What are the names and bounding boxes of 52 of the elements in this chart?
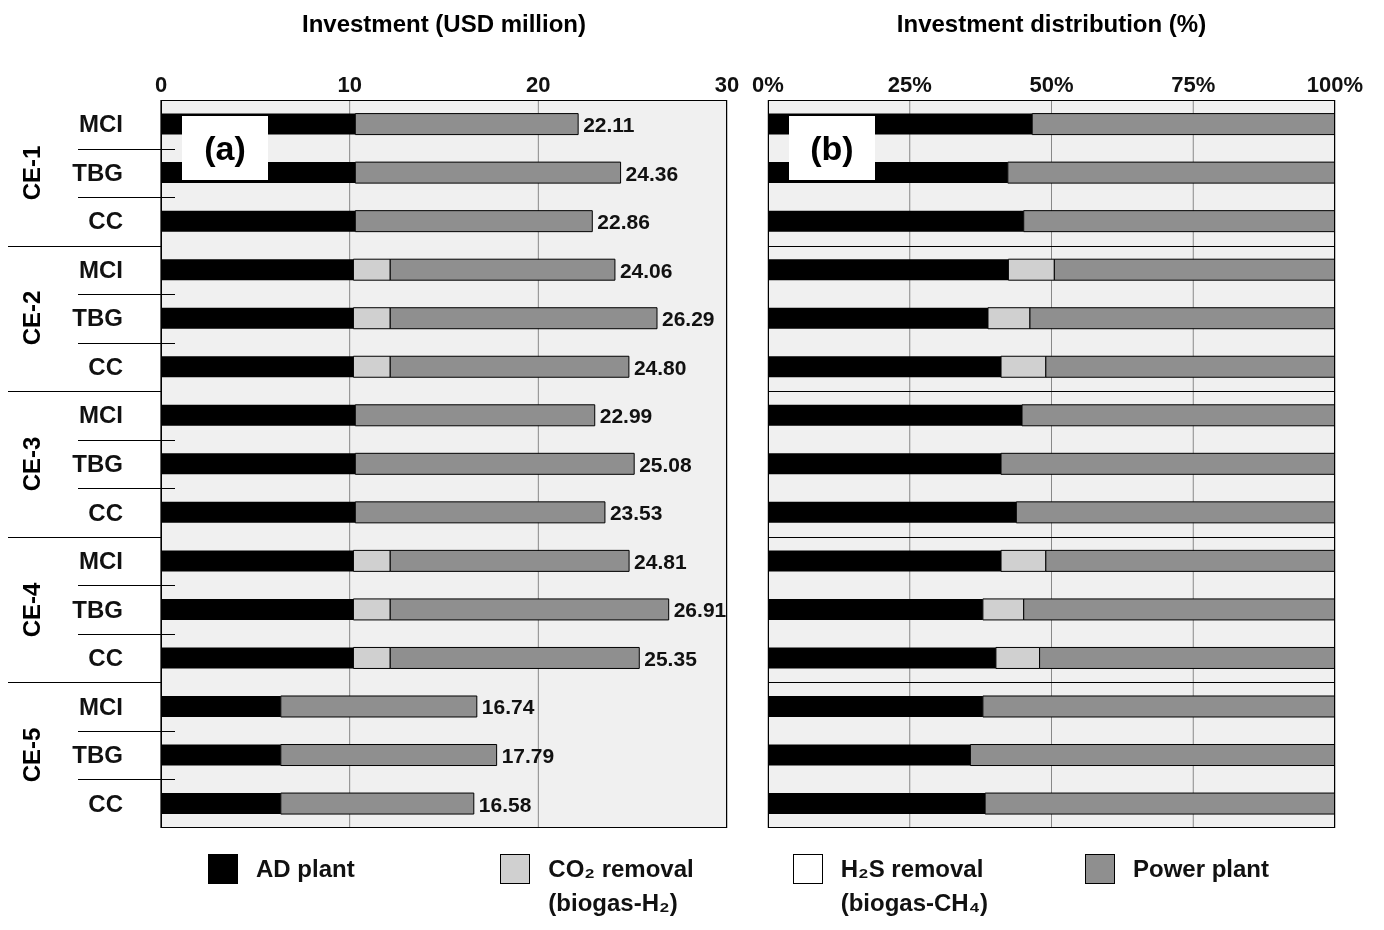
x-tick-label: 10 [337,72,362,97]
x-tick-label: 20 [526,72,551,97]
text: CE-1 [18,145,46,201]
annotation: (a) [182,116,268,180]
x-tick-label: 50% [1029,72,1074,97]
total-label: 26.91 [673,598,727,622]
total-label: 16.58 [478,792,532,816]
legend-label: AD plant [256,854,356,884]
text: CE-5 [18,727,46,783]
y-tick-label: TBG [72,450,123,477]
total-label: 25.08 [639,452,693,476]
total-label: 22.99 [599,404,653,428]
x-tick-label: 30 [714,72,740,97]
text: CE-2 [18,291,46,346]
legend-label: Power plant [1132,854,1270,884]
y-tick-label: TBG [72,158,123,186]
chart-title: Investment distribution (%) [895,10,1208,38]
x-tick-label: 75% [1171,72,1216,97]
y-tick-label: MCI [79,692,123,720]
y-tick-label: MCI [79,547,123,575]
total-label: 16.74 [481,695,535,719]
total-label: 17.79 [501,744,555,768]
x-tick-label: 0 [154,72,168,97]
x-tick-label: 100% [1306,72,1364,97]
y-tick-label: TBG [72,595,123,623]
x-tick-label: 0% [752,72,784,97]
y-tick-label: CC [88,498,123,526]
text: CE-4 [18,582,46,637]
y-tick-label: MCI [79,401,123,429]
total-label: 24.06 [619,258,673,282]
y-tick-label: CC [88,207,123,235]
y-tick-label: MCI [79,110,123,138]
legend-label: H₂S removal (biogas-CH₄) [840,854,990,918]
y-tick-label: TBG [72,741,123,769]
y-tick-label: CC [88,789,123,817]
y-tick-label: TBG [72,304,123,332]
total-label: 25.35 [644,646,698,670]
total-label: 24.36 [625,161,679,185]
y-tick-label: CC [88,352,123,380]
total-label: 23.53 [609,501,663,525]
total-label: 24.80 [633,355,687,379]
x-tick-label: 25% [887,72,932,97]
text: CE-3 [18,436,46,492]
total-label: 24.81 [634,549,687,573]
legend-label: CO₂ removal (biogas-H₂) [548,854,695,918]
total-label: 22.86 [597,210,650,234]
y-tick-label: MCI [79,255,123,283]
annotation: (b) [789,116,875,180]
chart-title: Investment (USD million) [301,10,587,38]
total-label: 26.29 [662,307,715,331]
total-label: 22.11 [583,113,635,137]
y-tick-label: CC [88,644,123,672]
